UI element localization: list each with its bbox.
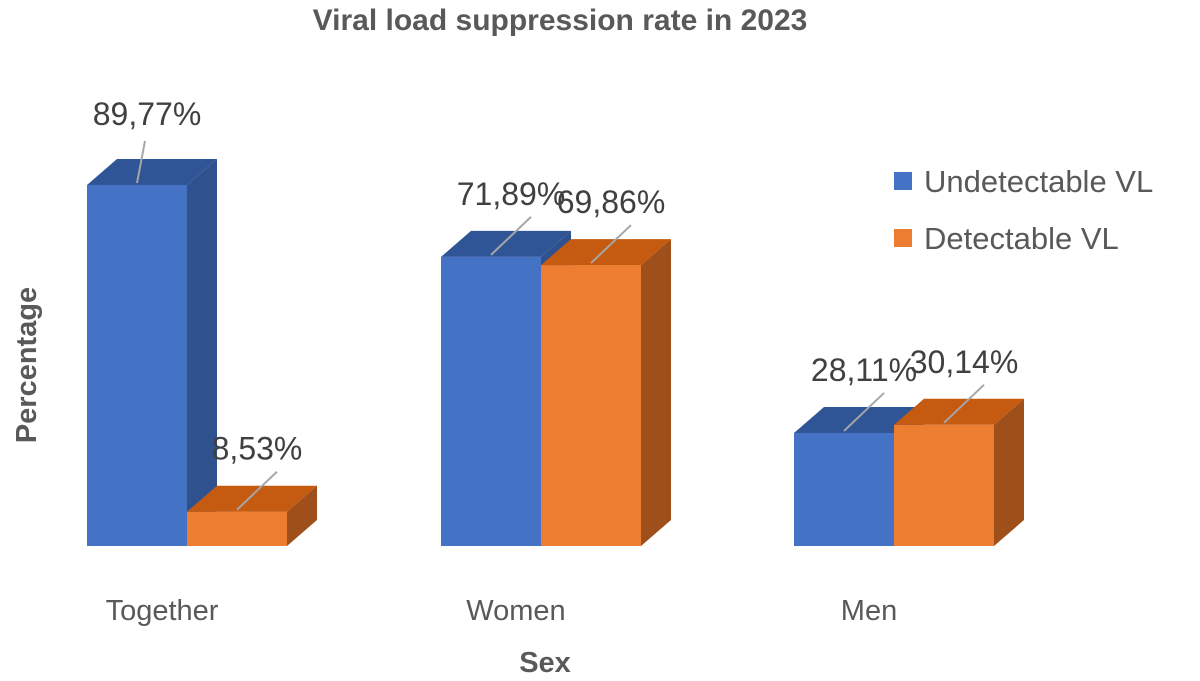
data-label-leader [236, 470, 278, 511]
bar-detectable-vl-together: 8,53% [187, 431, 317, 546]
data-label: 89,77% [93, 96, 202, 132]
bar-group-together: 89,77% 8,53% Together [87, 96, 317, 627]
bar-top-face [441, 230, 571, 257]
bar-side-face [994, 398, 1024, 546]
bar-side-face [641, 239, 671, 546]
bar-side-face [287, 485, 317, 546]
x-tick-label: Women [466, 595, 565, 627]
bar-front-face [541, 265, 641, 546]
x-tick-label: Men [841, 595, 897, 627]
data-label-leader [490, 216, 532, 256]
chart-title: Viral load suppression rate in 2023 [313, 4, 808, 37]
data-label-leader [136, 140, 146, 184]
bar-detectable-vl-women: 69,86% [541, 184, 671, 546]
bar-group-women: 71,89%69,86% Women [441, 176, 671, 627]
data-label: 8,53% [212, 431, 303, 467]
bar-side-face [187, 159, 217, 546]
bar-front-face [441, 256, 541, 546]
bar-front-face [187, 511, 287, 546]
data-label-leader [843, 392, 885, 432]
bar-front-face [87, 185, 187, 546]
x-axis-title: Sex [519, 647, 571, 679]
bar-undetectable-vl-together: 89,77% [87, 96, 217, 546]
legend-item-undetectable-vl: Undetectable VL [894, 164, 1153, 199]
data-label-leader [943, 384, 985, 424]
bar-top-face [187, 485, 317, 512]
legend: Undetectable VL Detectable VL [894, 164, 1153, 256]
legend-swatch [894, 229, 912, 247]
bar-top-face [87, 159, 217, 185]
bar-group-men: 28,11%30,14% Men [794, 344, 1024, 627]
legend-label: Undetectable VL [924, 164, 1153, 199]
data-label: 30,14% [910, 344, 1019, 380]
legend-swatch [894, 172, 912, 190]
bar-top-face [541, 239, 671, 266]
bar-front-face [894, 424, 994, 546]
x-tick-label: Together [106, 595, 219, 627]
legend-item-detectable-vl: Detectable VL [894, 221, 1119, 256]
bars-layer: 89,77% 8,53% Together 71,89%69,86% Women 28,1… [87, 96, 1024, 627]
data-label: 71,89% [457, 176, 566, 212]
y-axis-title: Percentage [11, 287, 43, 443]
legend-label: Detectable VL [924, 221, 1119, 256]
bar-front-face [794, 432, 894, 546]
bar-top-face [794, 406, 924, 433]
data-label: 69,86% [557, 184, 666, 220]
data-label: 28,11% [811, 352, 917, 388]
bar-detectable-vl-men: 30,14% [894, 344, 1024, 546]
data-label-leader [590, 224, 632, 264]
bar-top-face [894, 398, 1024, 425]
